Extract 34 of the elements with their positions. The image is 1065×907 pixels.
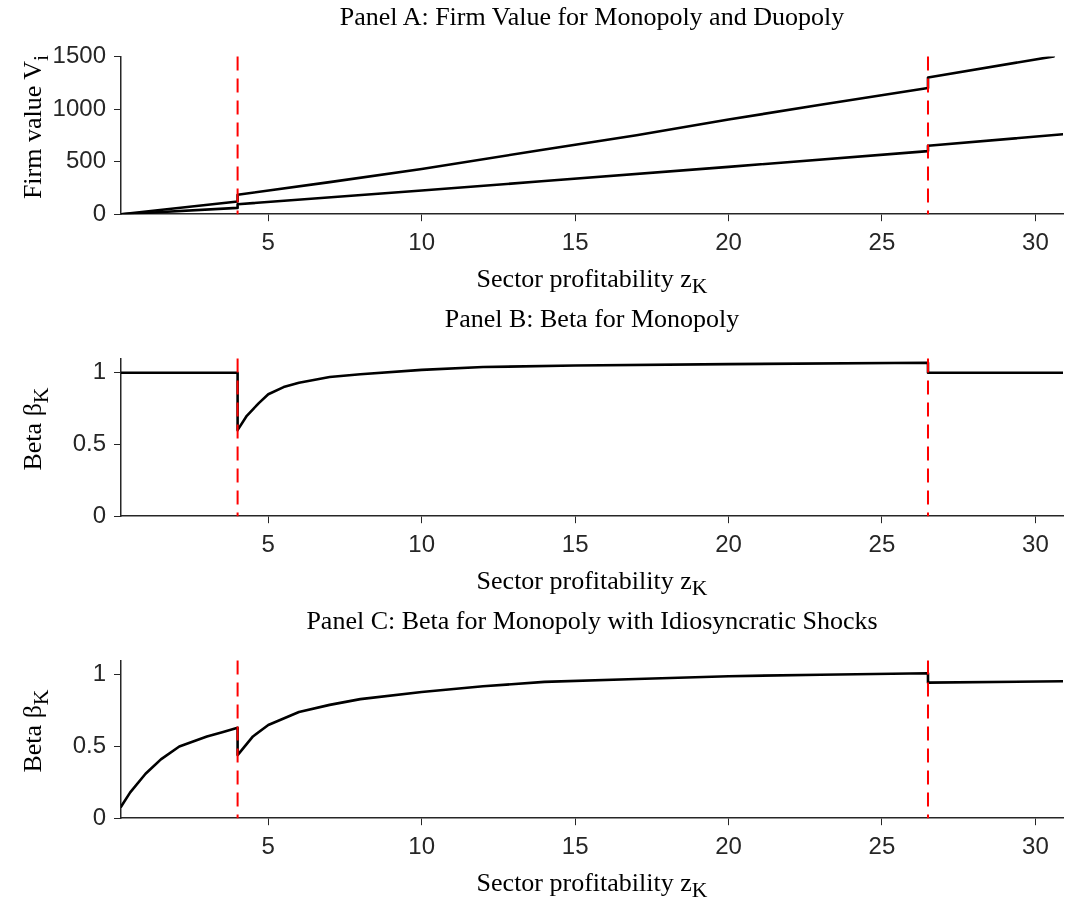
x-tick-label: 15 (561, 530, 589, 558)
x-tick-label: 25 (868, 832, 896, 860)
x-tick-label: 5 (261, 530, 275, 558)
x-tick-label: 20 (715, 832, 742, 860)
x-tick-label: 10 (408, 832, 436, 860)
y-tick-label: 1 (92, 357, 106, 385)
chart-title: Panel C: Beta for Monopoly with Idiosyncratic Shocks (305, 606, 879, 636)
y-tick-label: 0 (92, 802, 106, 830)
y-tick-label: 1 (92, 659, 106, 687)
x-tick-label: 15 (561, 832, 589, 860)
chart-title: Panel B: Beta for Monopoly (443, 304, 741, 334)
y-tick-label: 1500 (52, 41, 106, 69)
x-axis-title: Sector profitability z$_{K}$ (475, 868, 709, 904)
x-tick-label: 25 (868, 228, 896, 256)
x-tick-label: 20 (715, 228, 742, 256)
x-tick-label: 30 (1022, 530, 1049, 558)
x-tick-label: 30 (1022, 228, 1049, 256)
y-tick-label: 1000 (52, 93, 106, 121)
y-tick-label: 0 (92, 500, 106, 528)
chart-title: Panel A: Firm Value for Monopoly and Duopoly (338, 2, 846, 32)
x-tick-label: 25 (868, 530, 896, 558)
x-tick-label: 20 (715, 530, 742, 558)
x-tick-label: 10 (408, 228, 436, 256)
x-axis-title: Sector profitability z$_{K}$ (475, 566, 709, 602)
x-tick-label: 5 (261, 228, 275, 256)
y-tick-label: 0 (92, 198, 106, 226)
x-axis-title: Sector profitability z$_{K}$ (475, 264, 709, 300)
y-tick-label: 500 (65, 146, 106, 174)
y-tick-label: 0.5 (72, 429, 106, 457)
x-tick-label: 15 (561, 228, 589, 256)
x-tick-label: 5 (261, 832, 275, 860)
x-tick-label: 30 (1022, 832, 1049, 860)
y-tick-label: 0.5 (72, 731, 106, 759)
x-tick-label: 10 (408, 530, 436, 558)
